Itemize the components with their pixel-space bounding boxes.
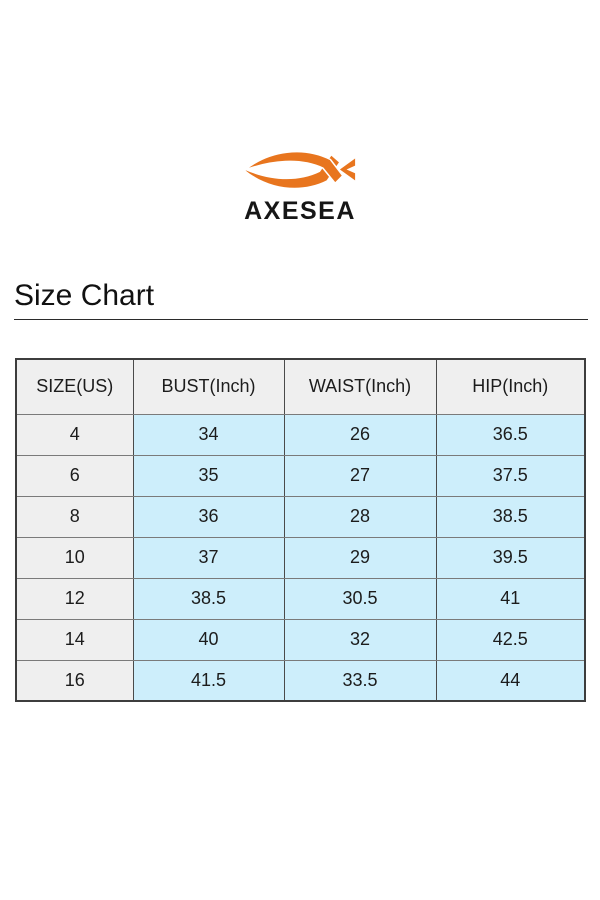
table-row: 6 35 27 37.5 [15,454,586,497]
size-table-header: SIZE(US) BUST(Inch) WAIST(Inch) HIP(Inch) [15,358,586,415]
table-row: 4 34 26 36.5 [15,413,586,456]
brand-logo: AXESEA [0,0,600,224]
size-cell: 4 [15,413,134,456]
size-cell: 8 [15,495,134,538]
fish-swoosh-icon [244,150,356,188]
brand-name: AXESEA [244,197,356,225]
measurement-cell: 27 [283,454,437,497]
size-cell: 6 [15,454,134,497]
size-cell: 14 [15,618,134,661]
table-row: 16 41.5 33.5 44 [15,659,586,702]
table-row: 12 38.5 30.5 41 [15,577,586,620]
header-cell: SIZE(US) [15,358,134,415]
measurement-cell: 36 [132,495,285,538]
measurement-cell: 44 [435,659,586,702]
header-cell: BUST(Inch) [132,358,285,415]
measurement-cell: 38.5 [435,495,586,538]
page-title: Size Chart [14,281,588,320]
measurement-cell: 37 [132,536,285,579]
measurement-cell: 38.5 [132,577,285,620]
measurement-cell: 34 [132,413,285,456]
header-row: SIZE(US) BUST(Inch) WAIST(Inch) HIP(Inch) [15,358,586,415]
size-cell: 10 [15,536,134,579]
measurement-cell: 35 [132,454,285,497]
header-cell: HIP(Inch) [435,358,586,415]
measurement-cell: 41.5 [132,659,285,702]
table-row: 8 36 28 38.5 [15,495,586,538]
size-cell: 16 [15,659,134,702]
measurement-cell: 26 [283,413,437,456]
table-row: 10 37 29 39.5 [15,536,586,579]
measurement-cell: 32 [283,618,437,661]
measurement-cell: 41 [435,577,586,620]
measurement-cell: 28 [283,495,437,538]
size-table-body: 4 34 26 36.5 6 35 27 37.5 8 36 28 38.5 10 37 29 39.5 12 3… [15,413,586,702]
measurement-cell: 30.5 [283,577,437,620]
size-cell: 12 [15,577,134,620]
measurement-cell: 39.5 [435,536,586,579]
measurement-cell: 40 [132,618,285,661]
measurement-cell: 29 [283,536,437,579]
measurement-cell: 33.5 [283,659,437,702]
size-chart-table: SIZE(US) BUST(Inch) WAIST(Inch) HIP(Inch) 4… [15,358,586,702]
measurement-cell: 36.5 [435,413,586,456]
table-row: 14 40 32 42.5 [15,618,586,661]
measurement-cell: 37.5 [435,454,586,497]
header-cell: WAIST(Inch) [283,358,437,415]
measurement-cell: 42.5 [435,618,586,661]
